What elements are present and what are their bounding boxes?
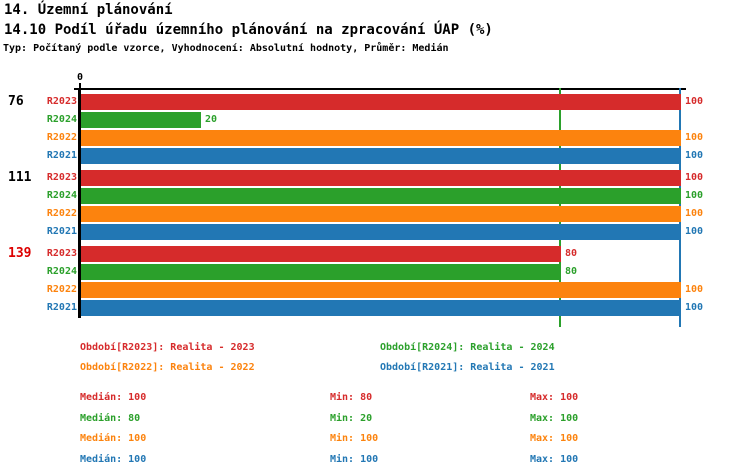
bar-series-label: R2021 [46, 302, 77, 313]
group-label: 76 [8, 94, 24, 109]
x-axis-tick [79, 83, 81, 89]
bar-value-label: 100 [685, 132, 704, 143]
stat-max-r2023: Max: 100 [530, 392, 579, 403]
bar-value-label: 100 [685, 208, 704, 219]
bar-series-label: R2024 [46, 114, 77, 125]
chart-subtitle: Typ: Počítaný podle vzorce, Vyhodnocení:… [3, 43, 449, 54]
y-axis-line [78, 88, 81, 318]
stat-max-r2024: Max: 100 [530, 413, 579, 424]
group-label: 111 [8, 170, 32, 185]
bar-r2024 [81, 264, 561, 280]
stat-min-r2021: Min: 100 [330, 454, 379, 465]
x-axis-line [74, 88, 686, 90]
bar-value-label: 100 [685, 150, 704, 161]
x-axis-zero-tick-label: 0 [76, 72, 84, 83]
bar-series-label: R2022 [46, 132, 77, 143]
legend-item-r2022: Období[R2022]: Realita - 2022 [80, 362, 255, 373]
bar-r2024 [81, 112, 201, 128]
stat-min-r2023: Min: 80 [330, 392, 373, 403]
bar-value-label: 100 [685, 226, 704, 237]
legend-item-r2023: Období[R2023]: Realita - 2023 [80, 342, 255, 353]
stat-median-r2023: Medián: 100 [80, 392, 147, 403]
bar-r2023 [81, 246, 561, 262]
bar-value-label: 80 [565, 266, 578, 277]
stat-min-r2022: Min: 100 [330, 433, 379, 444]
page-title: 14. Územní plánování [4, 2, 173, 18]
bar-r2024 [81, 188, 681, 204]
chart-title: 14.10 Podíl úřadu územního plánování na … [4, 22, 493, 38]
bar-r2022 [81, 282, 681, 298]
bar-value-label: 100 [685, 284, 704, 295]
bar-r2022 [81, 130, 681, 146]
stat-max-r2022: Max: 100 [530, 433, 579, 444]
bar-r2021 [81, 148, 681, 164]
legend-item-r2021: Období[R2021]: Realita - 2021 [380, 362, 555, 373]
bar-value-label: 100 [685, 302, 704, 313]
bar-value-label: 100 [685, 172, 704, 183]
stat-min-r2024: Min: 20 [330, 413, 373, 424]
stat-median-r2021: Medián: 100 [80, 454, 147, 465]
group-label: 139 [8, 246, 32, 261]
bar-series-label: R2023 [46, 96, 77, 107]
bar-r2023 [81, 94, 681, 110]
bar-value-label: 100 [685, 190, 704, 201]
stat-max-r2021: Max: 100 [530, 454, 579, 465]
bar-value-label: 80 [565, 248, 578, 259]
legend-item-r2024: Období[R2024]: Realita - 2024 [380, 342, 555, 353]
bar-series-label: R2023 [46, 172, 77, 183]
stat-median-r2024: Medián: 80 [80, 413, 141, 424]
bar-r2023 [81, 170, 681, 186]
stat-median-r2022: Medián: 100 [80, 433, 147, 444]
bar-series-label: R2022 [46, 284, 77, 295]
bar-series-label: R2024 [46, 266, 77, 277]
bar-value-label: 20 [205, 114, 218, 125]
bar-series-label: R2023 [46, 248, 77, 259]
bar-r2021 [81, 224, 681, 240]
bar-r2022 [81, 206, 681, 222]
bar-r2021 [81, 300, 681, 316]
bar-value-label: 100 [685, 96, 704, 107]
bar-series-label: R2021 [46, 150, 77, 161]
bar-series-label: R2024 [46, 190, 77, 201]
bar-series-label: R2022 [46, 208, 77, 219]
bar-series-label: R2021 [46, 226, 77, 237]
